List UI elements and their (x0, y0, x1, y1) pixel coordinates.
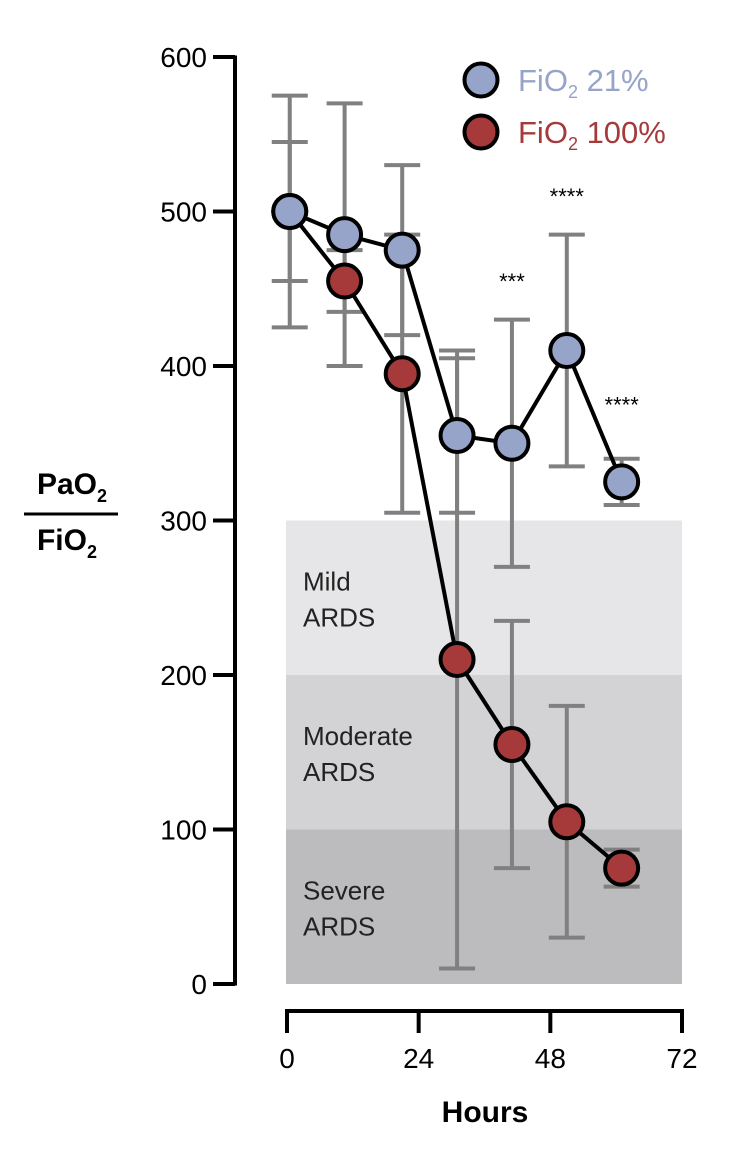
ards-band-label: Moderate (303, 721, 413, 751)
significance-marker: *** (499, 269, 525, 294)
y-tick-label: 200 (160, 660, 207, 691)
data-point (493, 424, 531, 462)
x-axis: 0 24 48 72 (279, 1009, 698, 1074)
significance-annotations: *********** (499, 184, 639, 418)
legend-marker (462, 61, 500, 99)
y-tick-label: 100 (160, 815, 207, 846)
legend-marker (462, 113, 500, 151)
ards-band-label: Severe (303, 876, 385, 906)
ards-band-label: ARDS (303, 912, 375, 942)
y-axis-label: PaO2 FiO2 (24, 468, 118, 562)
data-point (438, 641, 476, 679)
x-tick-label: 72 (666, 1043, 697, 1074)
data-point (548, 332, 586, 370)
y-label-denominator-sub: 2 (87, 542, 97, 562)
ards-band (286, 520, 682, 675)
y-label-numerator: PaO (37, 468, 97, 501)
y-tick-label: 600 (160, 42, 207, 73)
significance-marker: **** (605, 392, 640, 417)
data-point (326, 216, 364, 254)
legend-label: FiO2 100% (518, 115, 666, 154)
data-point (326, 262, 364, 300)
data-point (271, 193, 309, 230)
svg-text:FiO2: FiO2 (37, 524, 97, 562)
x-tick-label: 24 (403, 1043, 434, 1074)
ards-band-label: Mild (303, 567, 351, 597)
svg-text:PaO2: PaO2 (37, 468, 107, 506)
legend: FiO2 21% FiO2 100% (462, 61, 666, 154)
data-point (603, 849, 641, 887)
y-label-denominator: FiO (37, 524, 87, 557)
x-axis-label: Hours (442, 1096, 529, 1129)
ards-bands: Mild ARDS Moderate ARDS Severe ARDS (286, 520, 682, 984)
data-point (493, 726, 531, 764)
data-point (603, 463, 641, 501)
data-points (271, 193, 641, 887)
data-point (438, 417, 476, 455)
x-tick-label: 0 (279, 1043, 295, 1074)
x-tick-label: 48 (535, 1043, 566, 1074)
ards-band-label: ARDS (303, 603, 375, 633)
legend-label: FiO2 21% (518, 63, 649, 102)
y-axis: 0 100 200 300 400 500 600 (160, 42, 237, 1000)
y-tick-label: 400 (160, 351, 207, 382)
significance-marker: **** (550, 184, 585, 209)
y-tick-label: 500 (160, 197, 207, 228)
data-point (383, 231, 421, 269)
ards-band-label: ARDS (303, 757, 375, 787)
y-tick-label: 300 (160, 506, 207, 537)
data-point (383, 355, 421, 393)
y-label-numerator-sub: 2 (97, 486, 107, 506)
y-tick-label: 0 (191, 969, 207, 1000)
data-point (548, 803, 586, 841)
